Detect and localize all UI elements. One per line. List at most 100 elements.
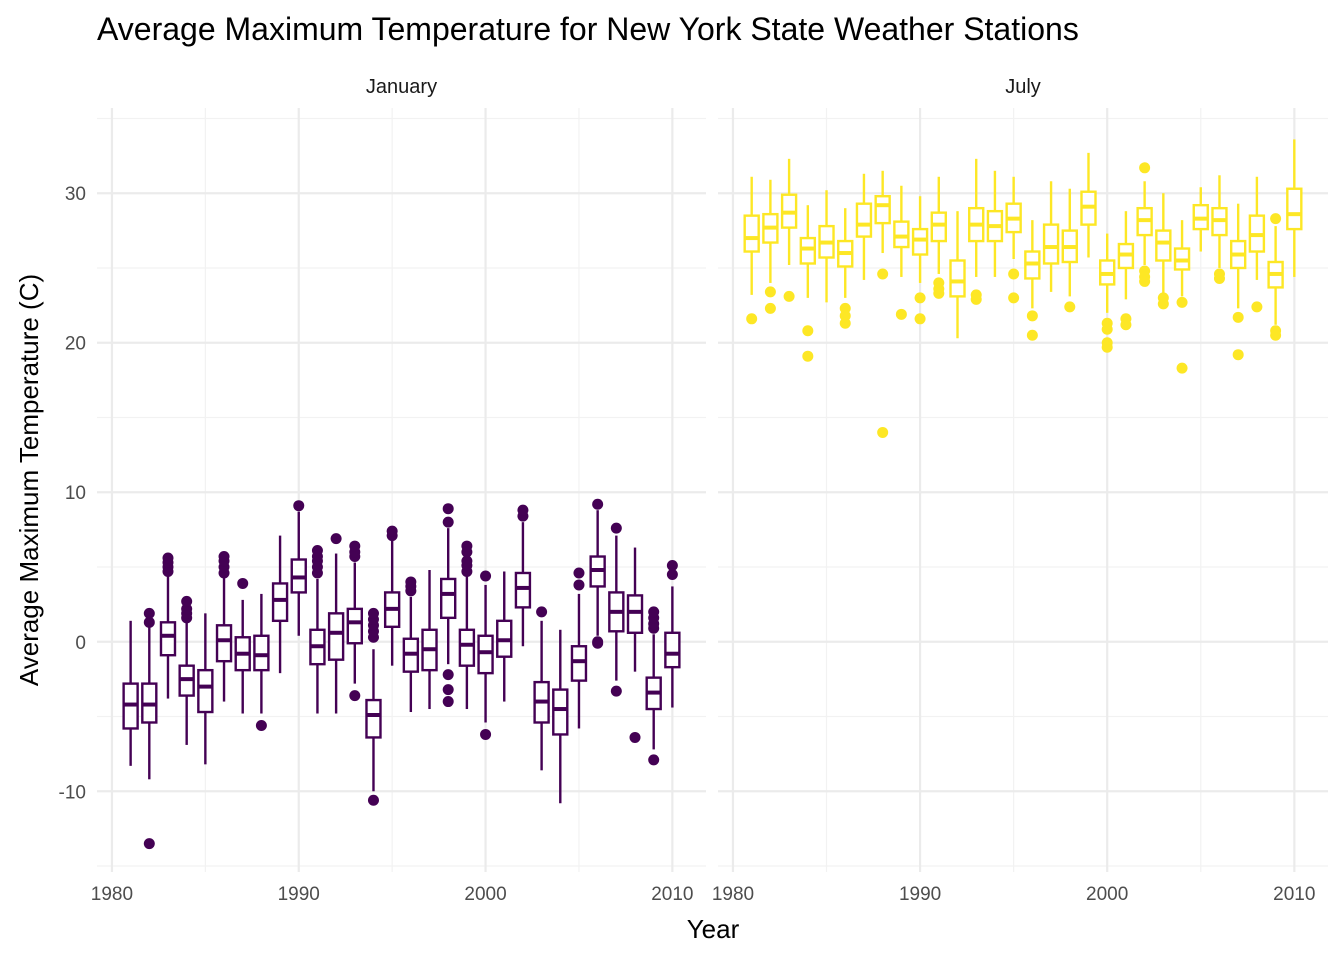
iqr-box	[346, 607, 363, 645]
box-2000	[1099, 233, 1116, 353]
iqr-box	[458, 628, 476, 667]
box-1988	[874, 170, 891, 438]
box-1999	[1080, 152, 1097, 258]
box-1981	[122, 620, 139, 766]
outlier-point	[746, 313, 758, 325]
outlier-point	[1120, 319, 1132, 331]
outlier-point	[349, 690, 361, 702]
x-tick-label: 2000	[1086, 884, 1128, 905]
outlier-point	[1176, 362, 1188, 374]
box-1983	[780, 158, 798, 302]
outlier-point	[970, 293, 982, 305]
iqr-box	[930, 211, 947, 243]
box-1982	[141, 607, 158, 850]
box-2010	[664, 560, 681, 708]
panel-july: July 1980 1990 2000 2010	[712, 76, 1328, 905]
outlier-point	[610, 522, 622, 534]
box-1992	[327, 533, 345, 714]
outlier-point	[442, 696, 454, 708]
outlier-point	[143, 838, 155, 850]
box-1990	[911, 196, 929, 325]
box-2005	[570, 567, 588, 729]
box-2003	[1155, 193, 1172, 310]
box-1986	[837, 208, 854, 329]
outlier-point	[802, 325, 814, 337]
outlier-point	[802, 350, 814, 362]
box-2001	[1117, 211, 1135, 331]
outlier-point	[1232, 349, 1244, 361]
chart-title: Average Maximum Temperature for New York…	[97, 11, 1079, 47]
box-1987	[234, 577, 251, 714]
box-1999	[458, 540, 476, 710]
iqr-box	[626, 594, 644, 634]
outlier-point	[1232, 311, 1244, 323]
box-2005	[1192, 187, 1209, 252]
box-1996	[402, 576, 420, 713]
box-2001	[496, 571, 513, 702]
panel-january: January 1980 1990 2000 2010 -10 0 10 20 30	[59, 76, 706, 905]
iqr-box	[440, 577, 457, 620]
x-tick-label: 2010	[651, 884, 693, 905]
box-1998	[1061, 188, 1078, 313]
outlier-point	[367, 794, 379, 806]
outlier-point	[367, 607, 379, 619]
facet-label: July	[1005, 76, 1041, 98]
outlier-point	[573, 579, 585, 591]
box-1982	[762, 179, 779, 314]
outlier-point	[877, 426, 889, 438]
box-1995	[383, 525, 401, 666]
iqr-box	[215, 624, 233, 663]
outlier-point	[442, 516, 454, 528]
outlier-point	[573, 567, 585, 579]
box-1992	[949, 211, 966, 339]
outlier-point	[480, 728, 492, 740]
outlier-point	[592, 637, 604, 649]
outlier-point	[330, 533, 342, 545]
outlier-point	[517, 504, 529, 516]
x-tick-label: 1980	[712, 884, 754, 905]
outlier-point	[405, 576, 417, 588]
box-2002	[514, 504, 532, 647]
box-1984	[178, 595, 195, 745]
iqr-box	[799, 236, 817, 265]
y-tick-label: 0	[75, 633, 86, 654]
outlier-point	[1139, 275, 1151, 287]
outlier-point	[461, 540, 473, 552]
outlier-point	[1064, 301, 1076, 313]
iqr-box	[477, 634, 494, 675]
outlier-point	[349, 540, 361, 552]
y-tick-label: 10	[65, 483, 86, 504]
box-2003	[533, 606, 550, 771]
iqr-box	[949, 259, 966, 298]
panels: January 1980 1990 2000 2010 -10 0 10 20 30 July 198…	[59, 76, 1328, 905]
box-1993	[968, 158, 985, 305]
outlier-point	[933, 287, 945, 299]
outlier-point	[1213, 272, 1225, 284]
box-1983	[159, 552, 177, 699]
box-2007	[608, 522, 625, 697]
box-1993	[346, 540, 363, 702]
box-1997	[421, 569, 438, 710]
iqr-box	[911, 227, 929, 256]
outlier-point	[442, 684, 454, 696]
outlier-point	[914, 292, 926, 304]
box-1989	[893, 185, 910, 320]
iqr-box	[327, 612, 345, 661]
iqr-box	[743, 214, 760, 253]
y-tick-label: -10	[59, 782, 86, 803]
outlier-point	[783, 290, 795, 302]
box-1985	[197, 613, 214, 765]
box-1984	[799, 205, 817, 362]
box-1981	[743, 176, 760, 325]
outlier-point	[1157, 298, 1169, 310]
outlier-point	[610, 685, 622, 697]
iqr-box	[874, 195, 891, 225]
iqr-box	[552, 688, 569, 736]
box-1994	[365, 607, 382, 806]
box-1989	[271, 535, 289, 674]
iqr-box	[1155, 229, 1172, 262]
outlier-point	[1008, 292, 1020, 304]
box-2007	[1229, 203, 1247, 361]
outlier-point	[764, 302, 776, 314]
